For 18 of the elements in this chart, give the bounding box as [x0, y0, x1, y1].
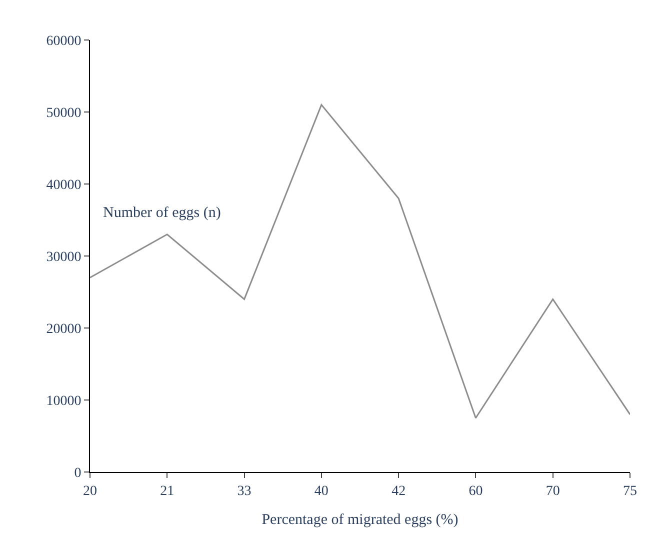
x-tick-label: 60	[468, 484, 483, 499]
y-tick-label: 50000	[46, 106, 82, 121]
line-series	[90, 104, 630, 419]
y-axis-title: Number of eggs (n)	[103, 205, 221, 221]
x-tick-label: 70	[546, 484, 560, 499]
y-tick-label: 30000	[46, 250, 82, 265]
y-tick-label: 20000	[46, 322, 82, 337]
y-tick-label: 0	[74, 466, 82, 481]
y-tick-label: 60000	[46, 34, 82, 49]
x-tick-label: 40	[314, 484, 328, 499]
x-tick-label: 42	[392, 484, 406, 499]
x-tick-label: 33	[237, 484, 252, 499]
x-tick-label: 21	[160, 484, 174, 499]
y-tick-label: 10000	[46, 394, 82, 409]
x-axis-title: Percentage of migrated eggs (%)	[262, 512, 458, 528]
x-tick-label: 20	[83, 484, 97, 499]
x-tick-label: 75	[623, 484, 637, 499]
y-tick-label: 40000	[46, 178, 82, 193]
